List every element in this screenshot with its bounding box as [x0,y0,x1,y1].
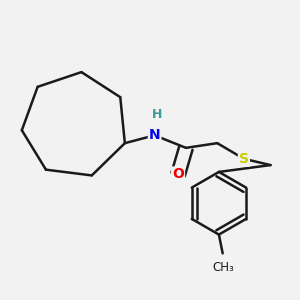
Text: H: H [152,109,162,122]
Text: O: O [172,167,184,182]
Text: CH₃: CH₃ [213,261,235,274]
Text: S: S [239,152,249,166]
Text: N: N [149,128,161,142]
